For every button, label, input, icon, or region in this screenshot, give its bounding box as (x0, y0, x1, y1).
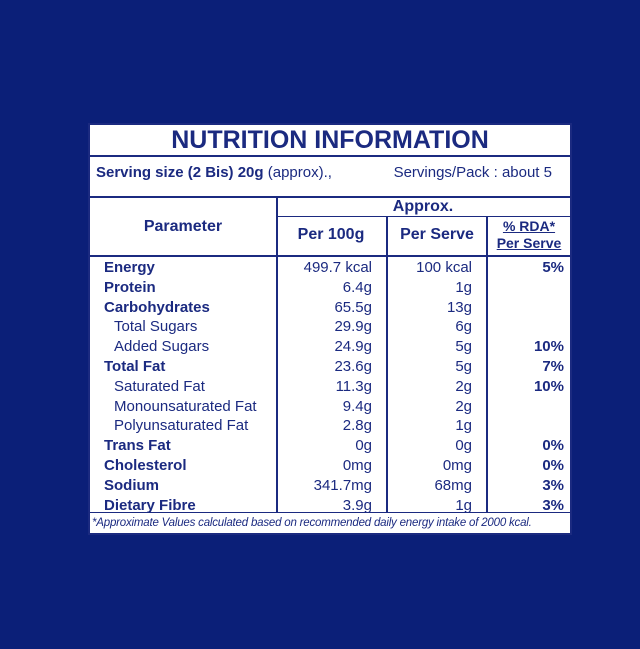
row-value: 100 kcal (416, 259, 472, 276)
row-value: 0mg (442, 457, 472, 474)
rule (386, 217, 388, 513)
row-value: 23.6g (334, 358, 372, 375)
row-value: 0g (455, 437, 472, 455)
row-label: Polyunsaturated Fat (114, 417, 249, 435)
row-value: 6.4g (342, 278, 372, 296)
header-parameter: Parameter (143, 218, 223, 235)
serving-size-label: Serving size (2 Bis) 20g (96, 164, 264, 181)
row-value: 5g (455, 358, 472, 375)
row-value: 3% (542, 496, 564, 514)
row-value: 0g (355, 437, 372, 455)
row-value: 9.4g (342, 397, 372, 415)
header-per100: Per 100g (297, 226, 365, 243)
row-value: 7% (542, 358, 564, 375)
header-approx: Approx. (392, 198, 454, 215)
serving-size: Serving size (2 Bis) 20g (approx)., (96, 163, 332, 183)
rule (90, 196, 570, 198)
row-value: 2g (455, 377, 472, 395)
row-value: 11.3g (335, 377, 372, 395)
row-label: Monounsaturated Fat (114, 397, 257, 415)
title: NUTRITION INFORMATION (171, 126, 489, 154)
header-rda-sub: Per Serve (496, 235, 562, 251)
serving-size-note: (approx)., (267, 164, 332, 181)
rule (276, 196, 278, 513)
row-value: 2g (455, 397, 472, 415)
row-value: 499.7 kcal (303, 259, 372, 276)
row-value: 0mg (342, 457, 372, 474)
row-value: 0% (542, 437, 564, 455)
row-label: Total Sugars (114, 318, 198, 336)
row-value: 341.7mg (313, 476, 372, 494)
row-label: Carbohydrates (104, 298, 210, 316)
row-value: 0% (542, 457, 564, 474)
row-value: 68mg (434, 476, 472, 494)
row-label: Cholesterol (104, 457, 187, 474)
footnote: *Approximate Values calculated based on … (92, 517, 532, 529)
row-value: 24.9g (334, 338, 372, 356)
row-value: 5g (455, 338, 472, 356)
rule (276, 216, 570, 217)
rule (90, 255, 570, 257)
row-label: Energy (104, 259, 155, 276)
row-label: Total Fat (104, 358, 166, 375)
row-value: 13g (446, 298, 472, 316)
row-value: 65.5g (334, 298, 372, 316)
row-value: 3.9g (342, 496, 372, 514)
row-value: 1g (455, 417, 472, 435)
row-value: 2.8g (342, 417, 372, 435)
row-label: Added Sugars (114, 338, 210, 356)
header-rda: % RDA* (502, 218, 556, 234)
nutrition-panel: NUTRITION INFORMATION Serving size (2 Bi… (88, 123, 572, 535)
header-per-serve: Per Serve (400, 226, 474, 243)
row-label: Protein (104, 278, 156, 296)
row-value: 29.9g (334, 318, 372, 336)
rule (486, 217, 488, 513)
row-value: 1g (455, 278, 472, 296)
rule (90, 512, 570, 513)
row-value: 3% (542, 476, 564, 494)
servings-per-pack: Servings/Pack : about 5 (393, 164, 552, 181)
row-label: Sodium (104, 476, 159, 494)
row-value: 1g (455, 496, 472, 514)
row-label: Saturated Fat (114, 377, 205, 395)
rule (90, 155, 570, 157)
row-value: 6g (455, 318, 472, 336)
row-label: Trans Fat (104, 437, 171, 455)
row-value: 5% (542, 259, 564, 276)
row-value: 10% (533, 338, 564, 356)
row-value: 10% (533, 377, 564, 395)
row-label: Dietary Fibre (104, 496, 196, 514)
